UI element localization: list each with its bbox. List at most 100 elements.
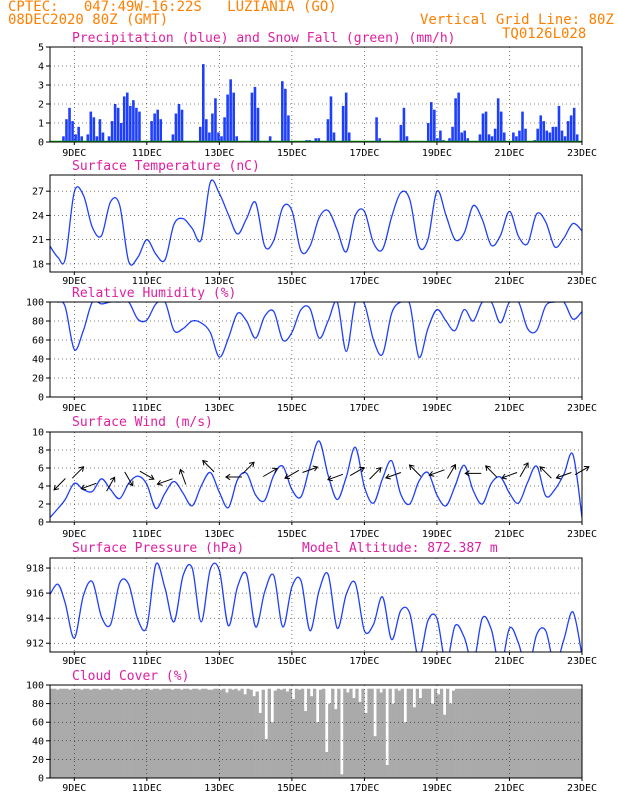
precip-bar	[557, 105, 561, 142]
wind-arrow-head	[428, 470, 435, 477]
wind-arrow-head	[450, 463, 457, 470]
cloud-bar	[530, 688, 534, 778]
x-tick-label: 11DEC	[132, 276, 162, 287]
cloud-bar	[59, 688, 63, 778]
precip-bar	[575, 134, 579, 142]
wind-arrow-head	[224, 473, 231, 481]
wind-arrow-shaft	[81, 482, 97, 490]
y-tick-label: 0	[38, 138, 44, 149]
cloud-bar	[282, 688, 287, 778]
wind-arrow-head	[408, 464, 415, 471]
precip-bar	[548, 132, 552, 142]
precip-bar	[113, 104, 117, 142]
x-tick-label: 9DEC	[62, 148, 86, 159]
y-tick-label: 918	[26, 564, 44, 575]
x-tick-label: 11DEC	[132, 403, 162, 414]
cloud-bar	[325, 751, 329, 778]
cloud-bar	[285, 691, 290, 778]
y-tick-label: 24	[32, 211, 44, 222]
cloud-bar	[170, 689, 175, 778]
cloud-bar	[331, 688, 335, 778]
x-tick-label: 13DEC	[204, 783, 234, 794]
wind-arrow	[327, 473, 344, 482]
precip-bar	[62, 136, 65, 142]
wind-arrow-head	[148, 474, 155, 480]
wind-arrow	[156, 478, 173, 486]
panel-frame	[49, 301, 583, 398]
cloud-bar	[575, 688, 580, 778]
cloud-bar	[500, 688, 504, 778]
cloud-bar	[461, 688, 465, 778]
panel-2: 18 21 24 27 9DEC 11DEC 13DEC 15DEC 17DEC 19DEC 21D…	[32, 159, 597, 287]
precip-bar	[457, 92, 460, 142]
cloud-bar	[373, 736, 377, 778]
cloud-bar	[442, 714, 447, 778]
panel-6: 0 20 40 60 80 100 9DEC 11DEC 13DEC 15DEC 17DEC 19DE…	[26, 669, 597, 794]
precip-bar	[180, 109, 184, 142]
wind-arrow-shaft	[262, 468, 278, 477]
panel-frame	[49, 174, 583, 273]
precip-bar	[253, 86, 257, 142]
panel-title: Surface Wind (m/s)	[72, 415, 213, 430]
cloud-bar	[494, 688, 498, 778]
wind-arrow	[71, 466, 85, 479]
cloud-bar	[80, 689, 84, 778]
wind-arrow	[408, 464, 422, 477]
model-code: TQ0126L028	[502, 26, 587, 42]
x-tick-label: 17DEC	[349, 276, 379, 287]
wind-arrow-head	[501, 473, 507, 480]
precip-bar	[287, 115, 290, 142]
cloud-bar	[249, 689, 253, 778]
cloud-bar	[533, 688, 537, 778]
precip-bar	[71, 121, 74, 142]
precip-bar	[132, 100, 135, 142]
precip-bar	[138, 111, 141, 142]
precip-bar	[314, 138, 318, 142]
x-tick-label: 9DEC	[62, 529, 86, 540]
x-tick-label: 17DEC	[349, 148, 379, 159]
x-tick-label: 11DEC	[132, 529, 162, 540]
precip-bar	[116, 107, 120, 142]
cloud-bar	[83, 688, 87, 778]
wind-arrow-head	[464, 470, 470, 477]
wind-arrow	[224, 473, 242, 481]
y-tick-label: 20	[32, 374, 44, 385]
precip-bar	[433, 109, 436, 142]
wind-arrow-head	[327, 475, 333, 482]
wind-arrow	[106, 476, 116, 492]
cloud-bar	[192, 688, 196, 778]
panel-frame	[49, 431, 583, 523]
cloud-bar	[379, 692, 383, 778]
precip-bar	[211, 113, 214, 142]
x-tick-label: 13DEC	[204, 529, 234, 540]
precip-bar	[77, 126, 80, 142]
precip-bar	[317, 138, 321, 142]
y-tick-label: 0	[38, 393, 44, 404]
precip-bar	[512, 132, 515, 142]
x-tick-label: 15DEC	[277, 403, 307, 414]
wind-arrow	[446, 463, 457, 479]
panel-title: Surface Pressure (hPa)	[72, 541, 244, 556]
precip-bar	[232, 92, 235, 142]
x-tick-label: 9DEC	[62, 783, 86, 794]
precip-bar	[563, 136, 567, 142]
wind-arrow	[124, 471, 134, 487]
cloud-bar	[207, 689, 211, 778]
y-tick-label: 10	[32, 428, 44, 439]
cloud-bar	[95, 688, 99, 778]
cloud-bar	[309, 696, 314, 778]
cloud-bar	[107, 688, 111, 778]
panel-1: 0 1 2 3 4 5 9DEC 11DEC 13DEC 15DEC 17DEC 19DEC 21DEC…	[38, 31, 597, 159]
precip-bar	[545, 130, 549, 142]
x-tick-label: 9DEC	[62, 403, 86, 414]
wind-arrow	[539, 466, 552, 479]
precip-bar	[566, 121, 570, 142]
cloud-bar	[536, 688, 540, 778]
wind-arrow-shaft	[202, 460, 215, 473]
panel-subtitle: Model Altitude: 872.387 m	[302, 541, 498, 556]
cloud-bar	[397, 690, 401, 778]
precip-bar	[110, 121, 114, 142]
y-tick-label: 2	[38, 100, 44, 111]
cloud-bar	[122, 688, 126, 778]
y-tick-label: 40	[32, 736, 44, 747]
